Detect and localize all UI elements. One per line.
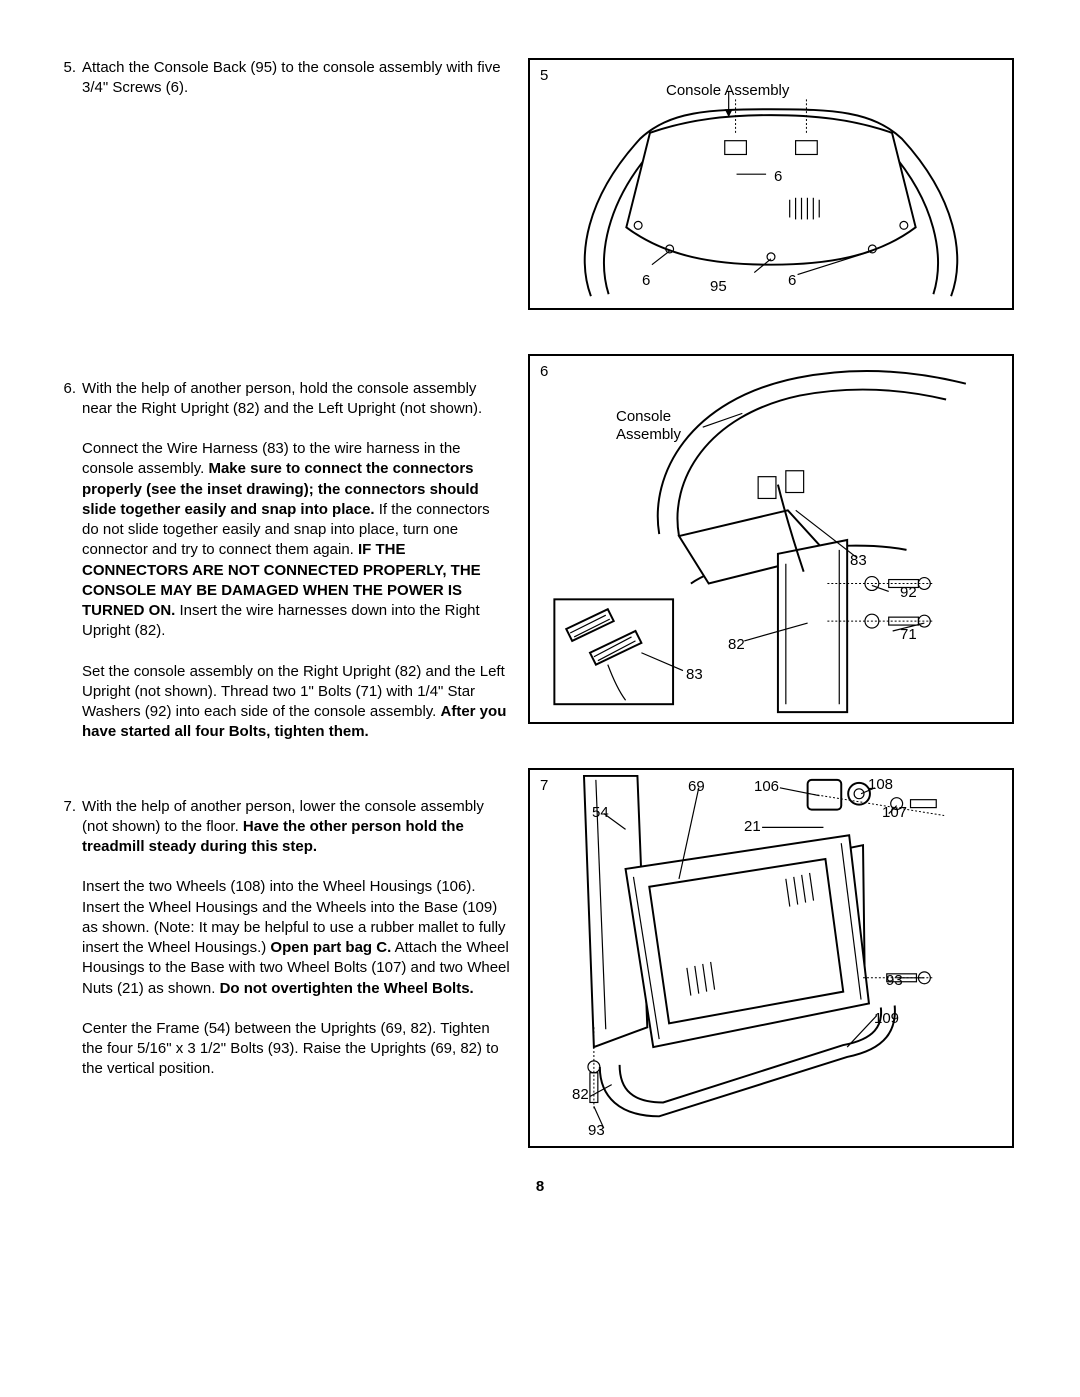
figure-5-label-6b: 6 — [642, 272, 650, 289]
figure-6-number: 6 — [540, 362, 548, 382]
step-5-number: 5. — [50, 58, 82, 99]
page-number: 8 — [0, 1177, 1080, 1197]
step-6-para-2: Connect the Wire Harness (83) to the wir… — [82, 439, 510, 642]
figure-7-drawing — [530, 770, 1012, 1146]
figure-7: 7 54 69 106 108 107 21 93 109 82 93 — [528, 768, 1014, 1148]
step-7-para-1: With the help of another person, lower t… — [82, 797, 510, 858]
figure-6-drawing — [530, 356, 1012, 722]
figure-7-number: 7 — [540, 776, 548, 796]
figure-7-label-106: 106 — [754, 778, 779, 795]
step-7: 7. With the help of another person, lowe… — [50, 797, 510, 1080]
figure-7-label-54: 54 — [592, 804, 609, 821]
step-7-para-2: Insert the two Wheels (108) into the Whe… — [82, 877, 510, 999]
figure-6-label-92: 92 — [900, 584, 917, 601]
step-5: 5. Attach the Console Back (95) to the c… — [50, 58, 510, 99]
figure-6: 6 Console Assembly 83 83 82 92 71 — [528, 354, 1014, 724]
step-7-number: 7. — [50, 797, 82, 1080]
step-7-body: With the help of another person, lower t… — [82, 797, 510, 1080]
figure-6-label-83a: 83 — [850, 552, 867, 569]
step-7-para-3: Center the Frame (54) between the Uprigh… — [82, 1019, 510, 1080]
figure-5-label-95: 95 — [710, 278, 727, 295]
figure-7-label-109: 109 — [874, 1010, 899, 1027]
figure-6-label-console-l1: Console — [616, 408, 671, 425]
figure-7-label-69: 69 — [688, 778, 705, 795]
figure-5-label-6a: 6 — [774, 168, 782, 185]
figure-6-label-console-l2: Assembly — [616, 426, 681, 443]
figure-5-number: 5 — [540, 66, 548, 86]
figure-7-label-93b: 93 — [588, 1122, 605, 1139]
step-5-para-1: Attach the Console Back (95) to the cons… — [82, 58, 510, 99]
step-6-number: 6. — [50, 379, 82, 743]
step-6: 6. With the help of another person, hold… — [50, 379, 510, 743]
figure-7-label-93a: 93 — [886, 972, 903, 989]
figure-5-label-console-assembly: Console Assembly — [666, 82, 789, 99]
step-5-body: Attach the Console Back (95) to the cons… — [82, 58, 510, 99]
figure-6-label-71: 71 — [900, 626, 917, 643]
step-6-para-3: Set the console assembly on the Right Up… — [82, 662, 510, 743]
step-6-body: With the help of another person, hold th… — [82, 379, 510, 743]
figure-column: 5 Console Assembly 6 6 6 95 — [528, 58, 1014, 1148]
text-column: 5. Attach the Console Back (95) to the c… — [50, 58, 510, 1148]
page-container: 5. Attach the Console Back (95) to the c… — [50, 58, 1030, 1148]
figure-7-label-21: 21 — [744, 818, 761, 835]
figure-7-label-107: 107 — [882, 804, 907, 821]
spacer-b — [50, 765, 510, 797]
figure-6-label-83b: 83 — [686, 666, 703, 683]
figure-7-label-82: 82 — [572, 1086, 589, 1103]
figure-5: 5 Console Assembly 6 6 6 95 — [528, 58, 1014, 310]
step-6-para-1: With the help of another person, hold th… — [82, 379, 510, 420]
figure-7-label-108: 108 — [868, 776, 893, 793]
figure-6-label-82: 82 — [728, 636, 745, 653]
spacer-a — [50, 121, 510, 379]
figure-5-label-6c: 6 — [788, 272, 796, 289]
